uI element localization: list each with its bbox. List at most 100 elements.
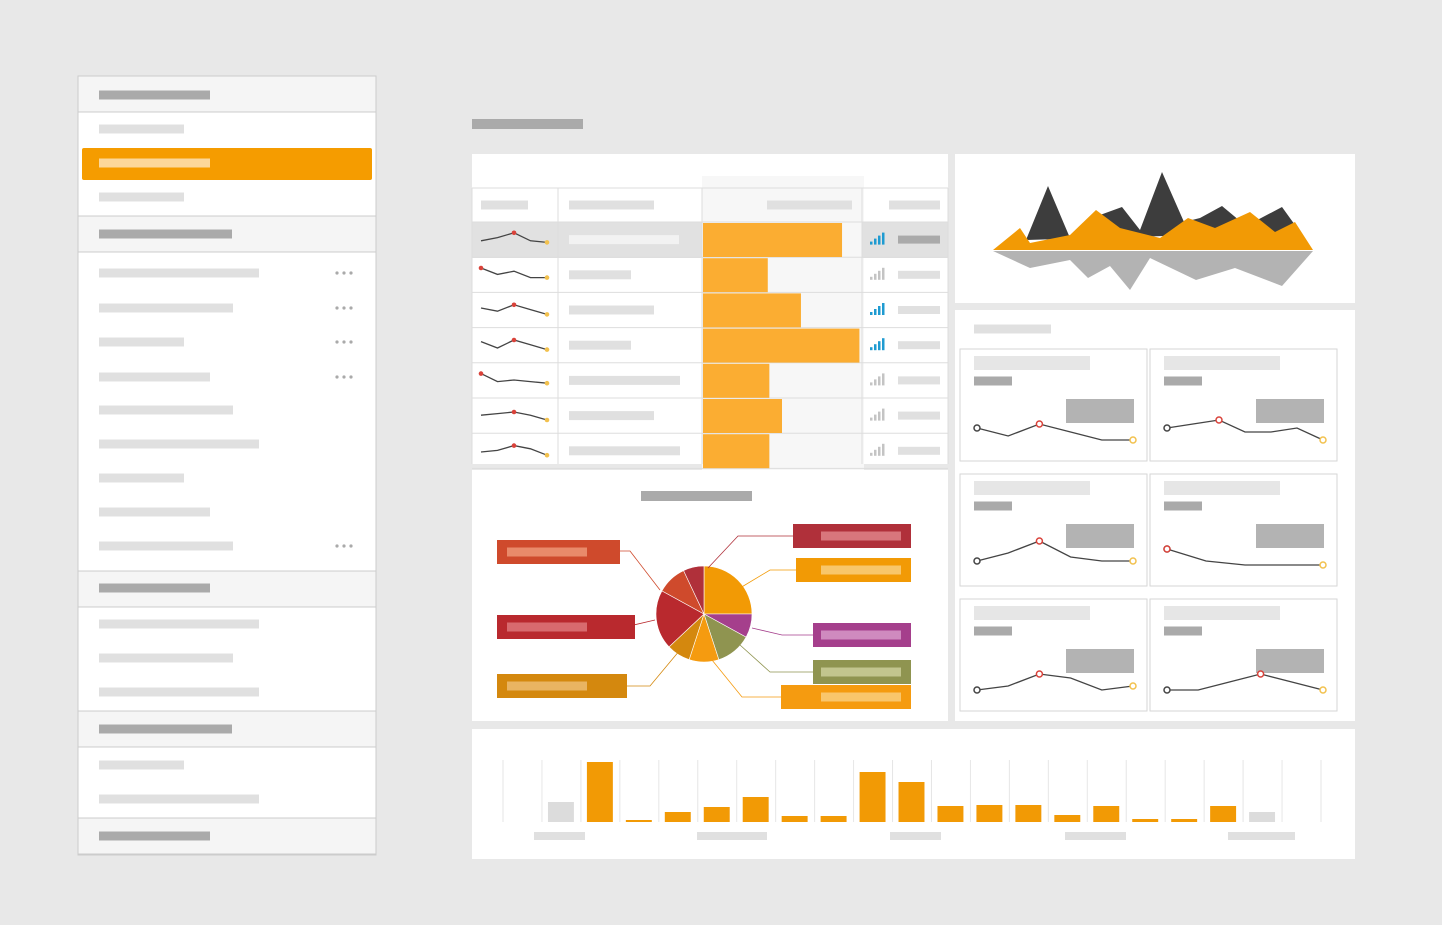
more-dot[interactable]: [349, 544, 353, 548]
more-dot[interactable]: [349, 340, 353, 344]
pie-label: [507, 681, 587, 691]
signal-bar: [870, 347, 873, 351]
spark-end: [544, 380, 550, 386]
card-point: [1256, 670, 1265, 678]
card-point: [1035, 537, 1044, 545]
x-label: [1228, 832, 1295, 840]
card-subtitle: [1164, 501, 1202, 511]
card-point: [1129, 557, 1137, 565]
card-subtitle: [974, 501, 1012, 511]
row-bar: [703, 293, 801, 328]
sparkline: [480, 267, 547, 279]
more-dot[interactable]: [335, 340, 339, 344]
signal-bar: [870, 452, 873, 456]
spark-end: [544, 275, 550, 280]
card-sparkline: [976, 423, 1133, 441]
bar: [703, 807, 730, 822]
row-label: [569, 340, 631, 350]
card-sparkline: [976, 540, 1133, 562]
card-sparkline: [1166, 548, 1323, 566]
bar: [1249, 812, 1276, 822]
more-dot[interactable]: [335, 271, 339, 275]
card-point: [1163, 686, 1171, 694]
bar: [586, 762, 613, 822]
card-point: [1215, 416, 1223, 424]
row-value: [898, 411, 940, 420]
row-value: [898, 270, 940, 279]
pie-label: [507, 547, 587, 557]
row-bar: [703, 399, 782, 433]
row-bar: [703, 328, 860, 363]
menu-item: [99, 619, 259, 629]
more-dot[interactable]: [335, 306, 339, 310]
card-value: [1066, 649, 1134, 673]
signal-bar: [878, 235, 881, 245]
row-bar: [703, 434, 770, 469]
mountain-chart: [955, 154, 1355, 303]
more-dot[interactable]: [342, 306, 346, 310]
signal-bar: [882, 267, 885, 280]
leader-line: [739, 644, 813, 673]
header-label: [99, 90, 210, 100]
header-label: [99, 831, 210, 841]
spark-max: [478, 265, 484, 271]
sidebar-header: [77, 570, 377, 608]
leader-line: [707, 535, 793, 569]
card-value: [1256, 649, 1324, 673]
card-point: [1129, 682, 1137, 690]
card-sparkline: [1166, 419, 1324, 441]
signal-bar: [870, 276, 873, 280]
more-dot[interactable]: [342, 544, 346, 548]
card-point: [1319, 686, 1327, 694]
page-title: [472, 119, 583, 129]
card-title: [974, 356, 1090, 370]
more-dot[interactable]: [349, 306, 353, 310]
pie-slice: [683, 565, 705, 615]
signal-bar: [878, 341, 881, 351]
card-point: [1129, 436, 1137, 444]
card-point: [973, 424, 981, 432]
spark-max: [478, 371, 484, 376]
pie-label: [821, 630, 901, 640]
card-point: [1319, 436, 1327, 444]
more-dot[interactable]: [335, 375, 339, 379]
cards-title: [974, 324, 1051, 334]
card-title: [1164, 606, 1280, 620]
selected-item[interactable]: [82, 148, 372, 180]
more-dot[interactable]: [342, 340, 346, 344]
leader-line: [711, 659, 781, 698]
orange-area: [993, 210, 1313, 250]
row-label: [569, 375, 680, 385]
bar: [547, 802, 574, 822]
card-point: [1163, 545, 1171, 553]
signal-bar: [882, 373, 885, 386]
bar: [937, 806, 964, 822]
more-dot[interactable]: [349, 375, 353, 379]
pie-label: [821, 565, 901, 575]
more-dot[interactable]: [342, 375, 346, 379]
more-dot[interactable]: [335, 544, 339, 548]
menu-item: [99, 653, 233, 663]
row-label: [569, 446, 680, 456]
card-value: [1256, 524, 1324, 548]
row-label: [569, 270, 631, 280]
row-label: [569, 305, 654, 315]
row-label: [569, 411, 654, 421]
more-dot[interactable]: [349, 271, 353, 275]
bar: [898, 782, 925, 822]
more-dot[interactable]: [342, 271, 346, 275]
menu-item: [99, 268, 259, 278]
card-sparkline: [976, 673, 1134, 691]
row-bar: [703, 223, 843, 257]
card-point: [1163, 424, 1171, 432]
row-value: [898, 306, 940, 314]
signal-bar: [882, 232, 885, 245]
pie-label: [821, 667, 901, 677]
signal-bar: [882, 338, 885, 351]
leader-line: [620, 550, 661, 591]
spark-end: [544, 240, 550, 245]
signal-bar: [874, 379, 877, 386]
card-value: [1256, 399, 1324, 423]
x-label: [1065, 832, 1126, 840]
